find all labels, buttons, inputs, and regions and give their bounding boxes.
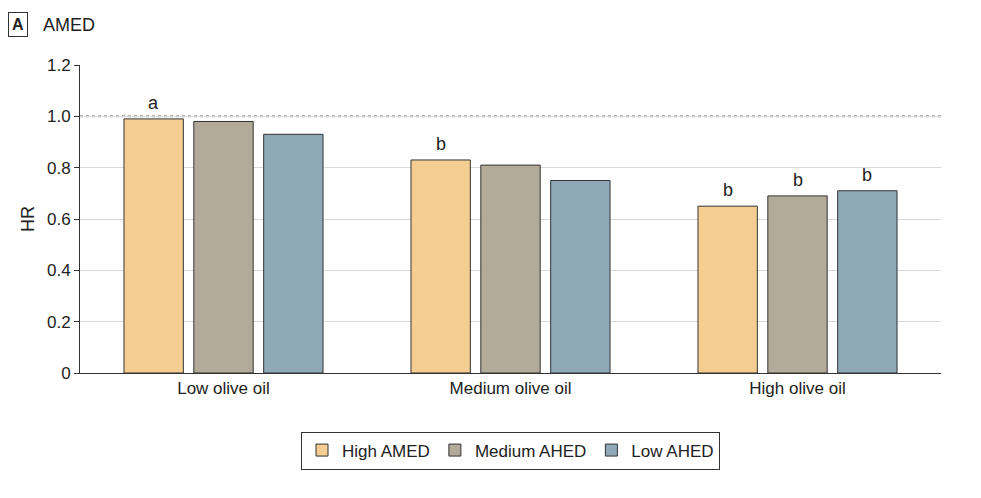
svg-text:Medium AHED: Medium AHED	[475, 442, 586, 461]
svg-text:0.4: 0.4	[47, 261, 71, 280]
svg-text:0.8: 0.8	[47, 159, 71, 178]
svg-text:A: A	[12, 16, 24, 33]
svg-text:HR: HR	[18, 206, 38, 232]
svg-text:High AMED: High AMED	[342, 442, 430, 461]
svg-text:Medium olive oil: Medium olive oil	[450, 379, 572, 398]
svg-text:AMED: AMED	[43, 15, 95, 35]
svg-text:0.6: 0.6	[47, 210, 71, 229]
svg-text:b: b	[436, 134, 446, 154]
svg-text:0.2: 0.2	[47, 313, 71, 332]
svg-text:a: a	[148, 93, 159, 113]
svg-text:Low olive oil: Low olive oil	[177, 379, 270, 398]
svg-text:1.2: 1.2	[47, 56, 71, 75]
svg-text:b: b	[793, 170, 803, 190]
svg-text:b: b	[862, 165, 872, 185]
svg-text:Low AHED: Low AHED	[631, 442, 713, 461]
svg-text:1.0: 1.0	[47, 107, 71, 126]
svg-text:High olive oil: High olive oil	[749, 379, 845, 398]
svg-text:0: 0	[61, 364, 70, 383]
svg-text:b: b	[723, 180, 733, 200]
